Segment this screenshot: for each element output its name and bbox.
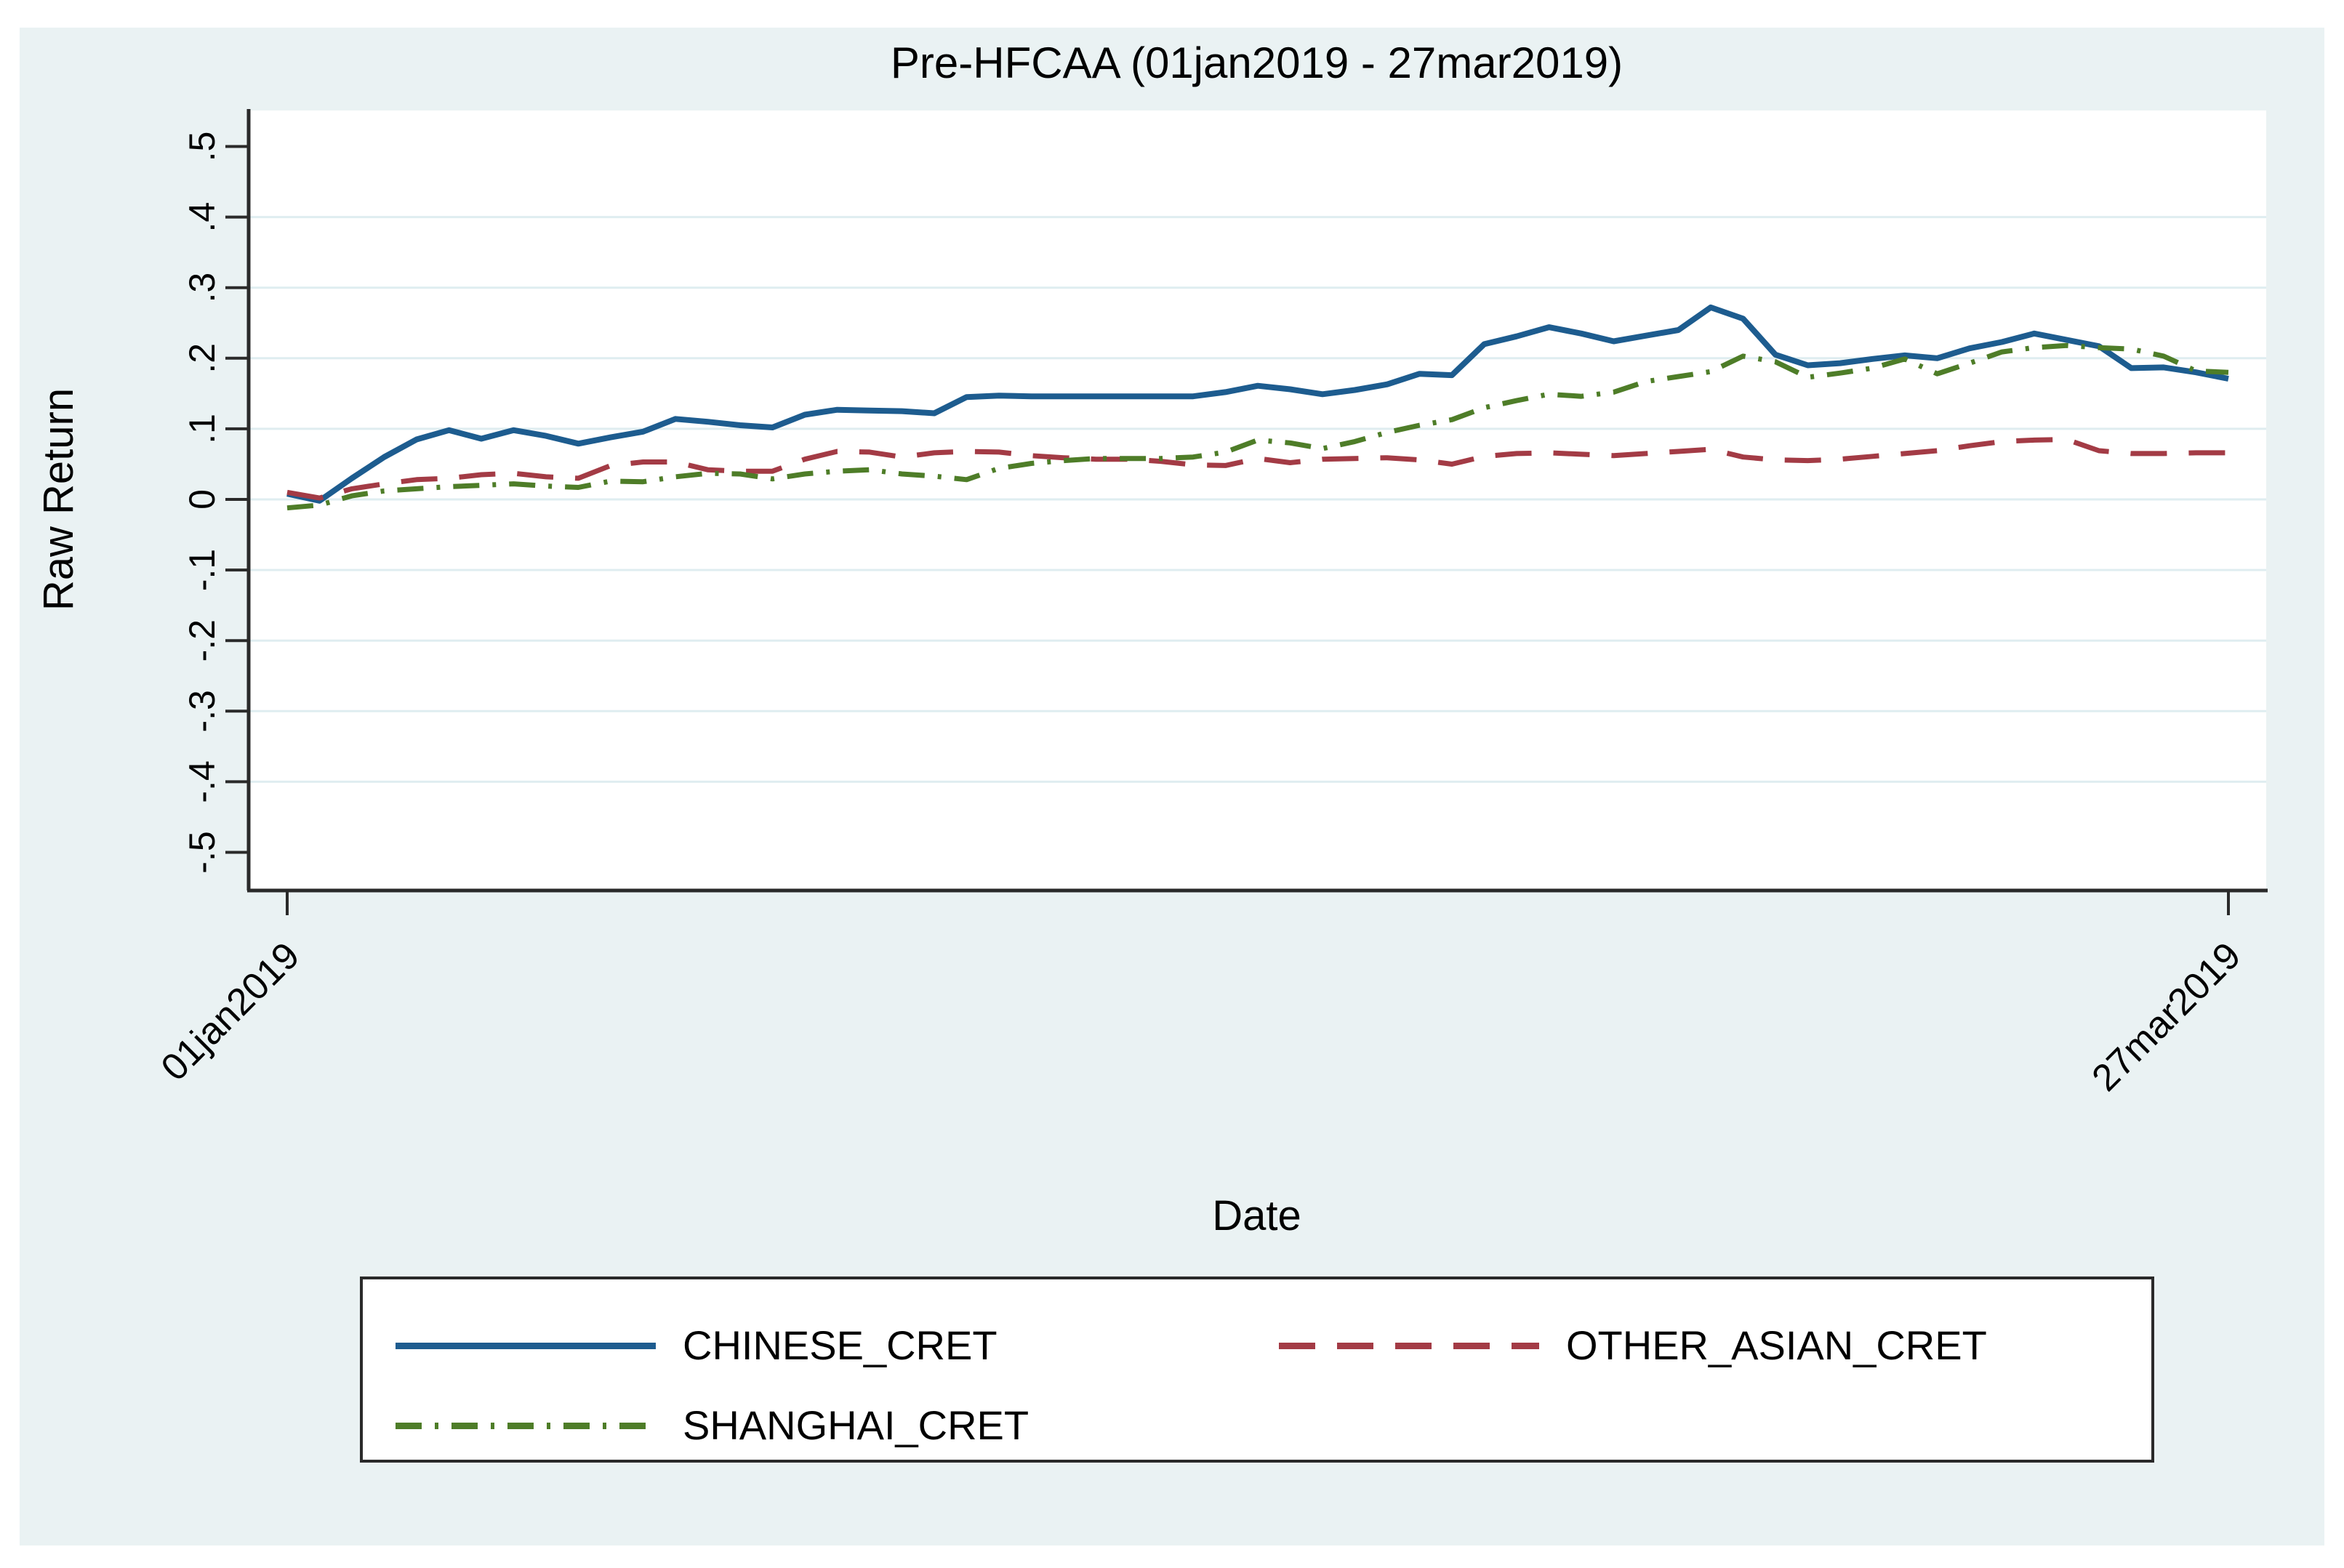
y-tick-label: -.1	[182, 549, 222, 591]
y-tick-label: -.4	[182, 760, 222, 803]
x-tick-label: 01jan2019	[153, 934, 308, 1089]
series-line-shanghai_cret	[286, 342, 2229, 511]
y-tick-label: .2	[182, 343, 222, 374]
legend-swatch-other-asian-cret	[1279, 1343, 1539, 1349]
y-tick-label: -.3	[182, 690, 222, 732]
legend-swatch-shanghai-cret	[396, 1423, 656, 1429]
legend-label-chinese-cret: CHINESE_CRET	[683, 1322, 998, 1368]
x-tick-label: 27mar2019	[2084, 934, 2249, 1099]
y-tick-label: -.5	[182, 831, 222, 873]
legend-label-shanghai-cret: SHANGHAI_CRET	[683, 1402, 1029, 1448]
y-tick-label: 0	[182, 489, 222, 510]
y-tick-label: .3	[182, 273, 222, 303]
series-line-other_asian_cret	[286, 437, 2228, 501]
y-tick-label: -.2	[182, 619, 222, 662]
series-line-chinese_cret	[286, 304, 2229, 504]
x-axis-title: Date	[1212, 1192, 1301, 1239]
legend-swatch-chinese-cret	[396, 1343, 656, 1349]
legend: CHINESE_CRET OTHER_ASIAN_CRET SHANGHAI_C…	[360, 1276, 2154, 1463]
y-tick-label: .4	[182, 202, 222, 233]
chart-title: Pre-HFCAA (01jan2019 - 27mar2019)	[890, 39, 1623, 87]
y-tick-label: .5	[182, 132, 222, 162]
y-tick-label: .1	[182, 414, 222, 444]
y-axis-title: Raw Return	[35, 388, 82, 611]
legend-label-other-asian-cret: OTHER_ASIAN_CRET	[1566, 1322, 1987, 1368]
